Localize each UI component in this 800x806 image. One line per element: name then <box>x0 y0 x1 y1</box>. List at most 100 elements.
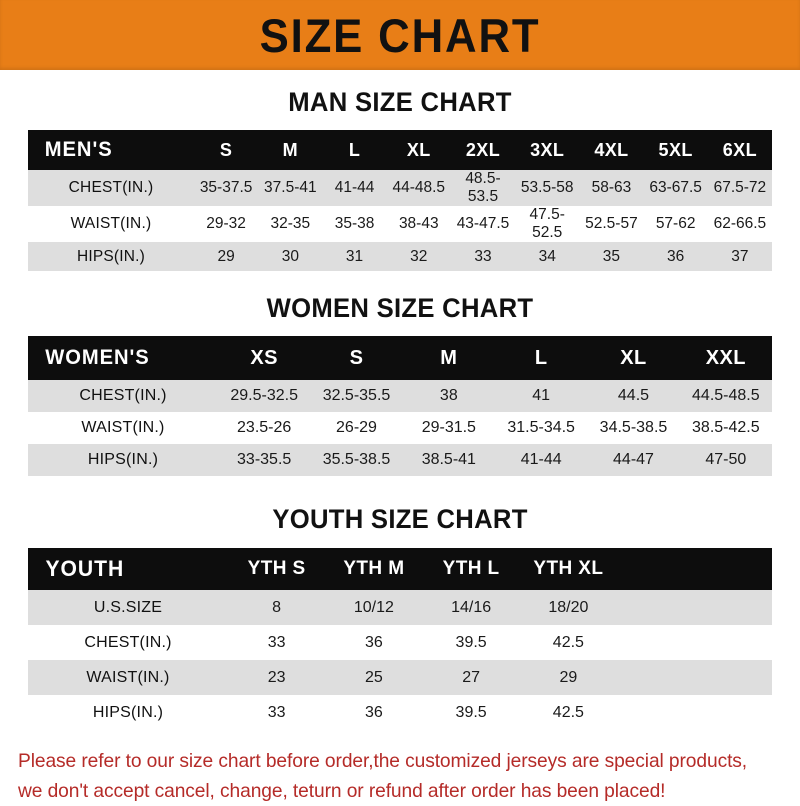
women-cell: 35.5-38.5 <box>322 451 391 468</box>
man-column-header: S <box>219 139 233 160</box>
section-title-women: WOMEN SIZE CHART <box>266 293 534 323</box>
women-cell: 38.5-42.5 <box>692 419 760 436</box>
man-cell: 37 <box>731 247 749 265</box>
man-row-label: CHEST(IN.) <box>68 179 154 196</box>
man-cell: 43-47.5 <box>456 215 510 232</box>
disclaimer-text: Please refer to our size chart before or… <box>18 746 771 806</box>
man-column-header: L <box>348 139 361 160</box>
women-cell: 41-44 <box>520 451 562 468</box>
women-cell: 44.5-48.5 <box>692 387 760 404</box>
man-column-header: M <box>282 139 299 160</box>
women-cell: 41 <box>532 387 551 404</box>
youth-cell: 10/12 <box>353 598 394 616</box>
man-table-body: CHEST(IN.) 35-37.5 37.5-41 41-44 44-48.5… <box>28 170 772 271</box>
youth-cell: 42.5 <box>552 633 584 651</box>
women-cell: 44.5 <box>617 387 650 404</box>
man-cell: 38-43 <box>398 215 439 232</box>
man-cell: 67.5-72 <box>713 179 767 196</box>
disclaimer-line-2: we don't accept cancel, change, teturn o… <box>18 780 666 802</box>
man-cell: 31 <box>345 247 364 265</box>
women-table-head: WOMEN'S XS S M L XL XXL <box>28 336 772 380</box>
women-cell: 47-50 <box>705 451 747 468</box>
youth-cell: 33 <box>267 633 286 651</box>
women-cell: 29-31.5 <box>421 419 476 436</box>
man-column-header: 3XL <box>530 139 565 160</box>
table-row: HIPS(IN.) 33 36 39.5 42.5 <box>28 695 772 730</box>
youth-cell: 27 <box>462 668 481 686</box>
youth-size-table-wrapper: YOUTH YTH S YTH M YTH L YTH XL U.S.SIZE … <box>28 548 772 730</box>
man-cell: 58-63 <box>591 179 632 196</box>
table-row: WAIST(IN.) 23 25 27 29 <box>28 660 772 695</box>
youth-cell: 14/16 <box>451 598 492 616</box>
man-column-header: 5XL <box>658 139 693 160</box>
youth-row-label: CHEST(IN.) <box>84 633 172 651</box>
youth-header-spacer <box>617 548 772 590</box>
women-row-label: WAIST(IN.) <box>81 419 165 436</box>
table-row: WAIST(IN.) 29-32 32-35 35-38 38-43 43-47… <box>28 206 772 242</box>
man-cell: 29 <box>217 247 235 265</box>
youth-size-table: YOUTH YTH S YTH M YTH L YTH XL U.S.SIZE … <box>28 548 772 730</box>
youth-cell-spacer <box>617 590 772 625</box>
women-cell: 44-47 <box>613 451 654 468</box>
women-cell: 33-35.5 <box>237 451 292 468</box>
youth-column-header: YTH L <box>442 558 500 579</box>
women-table-body: CHEST(IN.) 29.5-32.5 32.5-35.5 38 41 44.… <box>28 380 772 476</box>
women-cell: 38.5-41 <box>421 451 476 468</box>
man-cell: 37.5-41 <box>264 179 317 196</box>
man-cell: 52.5-57 <box>585 215 638 232</box>
table-row: HIPS(IN.) 29 30 31 32 33 34 35 36 37 <box>28 242 772 271</box>
man-cell: 53.5-58 <box>520 179 574 196</box>
youth-cell: 29 <box>559 668 578 686</box>
youth-row-label: WAIST(IN.) <box>86 668 170 686</box>
youth-cell: 25 <box>364 668 383 686</box>
youth-cell: 39.5 <box>455 633 487 651</box>
youth-table-head: YOUTH YTH S YTH M YTH L YTH XL <box>28 548 772 590</box>
youth-cell: 36 <box>364 633 383 651</box>
man-header-row: MEN'S S M L XL 2XL 3XL 4XL 5XL 6XL <box>28 130 772 170</box>
youth-cell: 23 <box>267 668 286 686</box>
man-cell: 35 <box>602 247 621 265</box>
youth-cell: 33 <box>267 703 286 721</box>
man-cell: 48.5-53.5 <box>465 170 501 205</box>
youth-row-label: HIPS(IN.) <box>92 703 164 721</box>
man-cell: 33 <box>474 247 492 265</box>
man-size-table: MEN'S S M L XL 2XL 3XL 4XL 5XL 6XL CHEST… <box>28 130 772 271</box>
man-column-header: XL <box>406 139 431 160</box>
women-cell: 29.5-32.5 <box>230 387 298 404</box>
man-cell: 44-48.5 <box>392 179 446 196</box>
man-cell: 32-35 <box>270 215 311 232</box>
youth-cell-spacer <box>617 660 772 695</box>
women-column-header: M <box>440 346 458 369</box>
youth-corner-label: YOUTH <box>45 556 125 581</box>
youth-column-header: YTH M <box>343 558 405 579</box>
youth-cell: 8 <box>272 598 282 616</box>
section-title-youth: YOUTH SIZE CHART <box>272 504 528 534</box>
women-corner-label: WOMEN'S <box>45 346 150 369</box>
man-column-header: 2XL <box>465 139 501 160</box>
women-size-table-wrapper: WOMEN'S XS S M L XL XXL CHEST(IN.) 29.5-… <box>28 336 772 476</box>
man-cell: 63-67.5 <box>649 179 702 196</box>
man-cell: 34 <box>538 247 556 265</box>
youth-cell-spacer <box>617 625 772 660</box>
youth-row-label: U.S.SIZE <box>93 598 163 616</box>
table-row: CHEST(IN.) 35-37.5 37.5-41 41-44 44-48.5… <box>28 170 772 206</box>
women-cell: 38 <box>439 387 458 404</box>
section-title-man: MAN SIZE CHART <box>288 87 512 117</box>
man-cell: 35-37.5 <box>199 179 253 196</box>
man-cell: 36 <box>667 247 685 265</box>
women-cell: 34.5-38.5 <box>599 419 668 436</box>
man-cell: 62-66.5 <box>713 215 767 232</box>
man-size-table-wrapper: MEN'S S M L XL 2XL 3XL 4XL 5XL 6XL CHEST… <box>28 130 772 271</box>
man-table-head: MEN'S S M L XL 2XL 3XL 4XL 5XL 6XL <box>28 130 772 170</box>
youth-column-header: YTH XL <box>533 558 604 579</box>
youth-cell: 42.5 <box>552 703 584 721</box>
women-header-row: WOMEN'S XS S M L XL XXL <box>28 336 772 380</box>
man-cell: 41-44 <box>334 179 375 196</box>
man-corner-label: MEN'S <box>44 138 113 161</box>
women-cell: 31.5-34.5 <box>507 419 575 436</box>
youth-table-body: U.S.SIZE 8 10/12 14/16 18/20 CHEST(IN.) … <box>28 590 772 730</box>
youth-column-header: YTH S <box>247 558 306 579</box>
man-row-label: WAIST(IN.) <box>70 215 152 232</box>
man-cell: 47.5-52.5 <box>529 206 565 241</box>
man-row-label: HIPS(IN.) <box>76 247 146 265</box>
